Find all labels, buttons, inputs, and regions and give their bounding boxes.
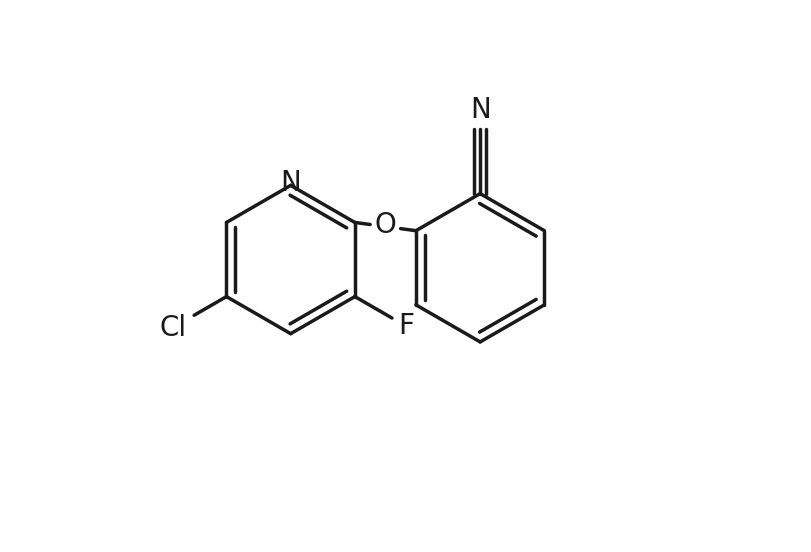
Text: N: N bbox=[280, 169, 301, 197]
Text: N: N bbox=[470, 95, 490, 124]
Text: Cl: Cl bbox=[159, 314, 187, 342]
Text: O: O bbox=[374, 211, 396, 240]
Text: F: F bbox=[398, 312, 414, 341]
